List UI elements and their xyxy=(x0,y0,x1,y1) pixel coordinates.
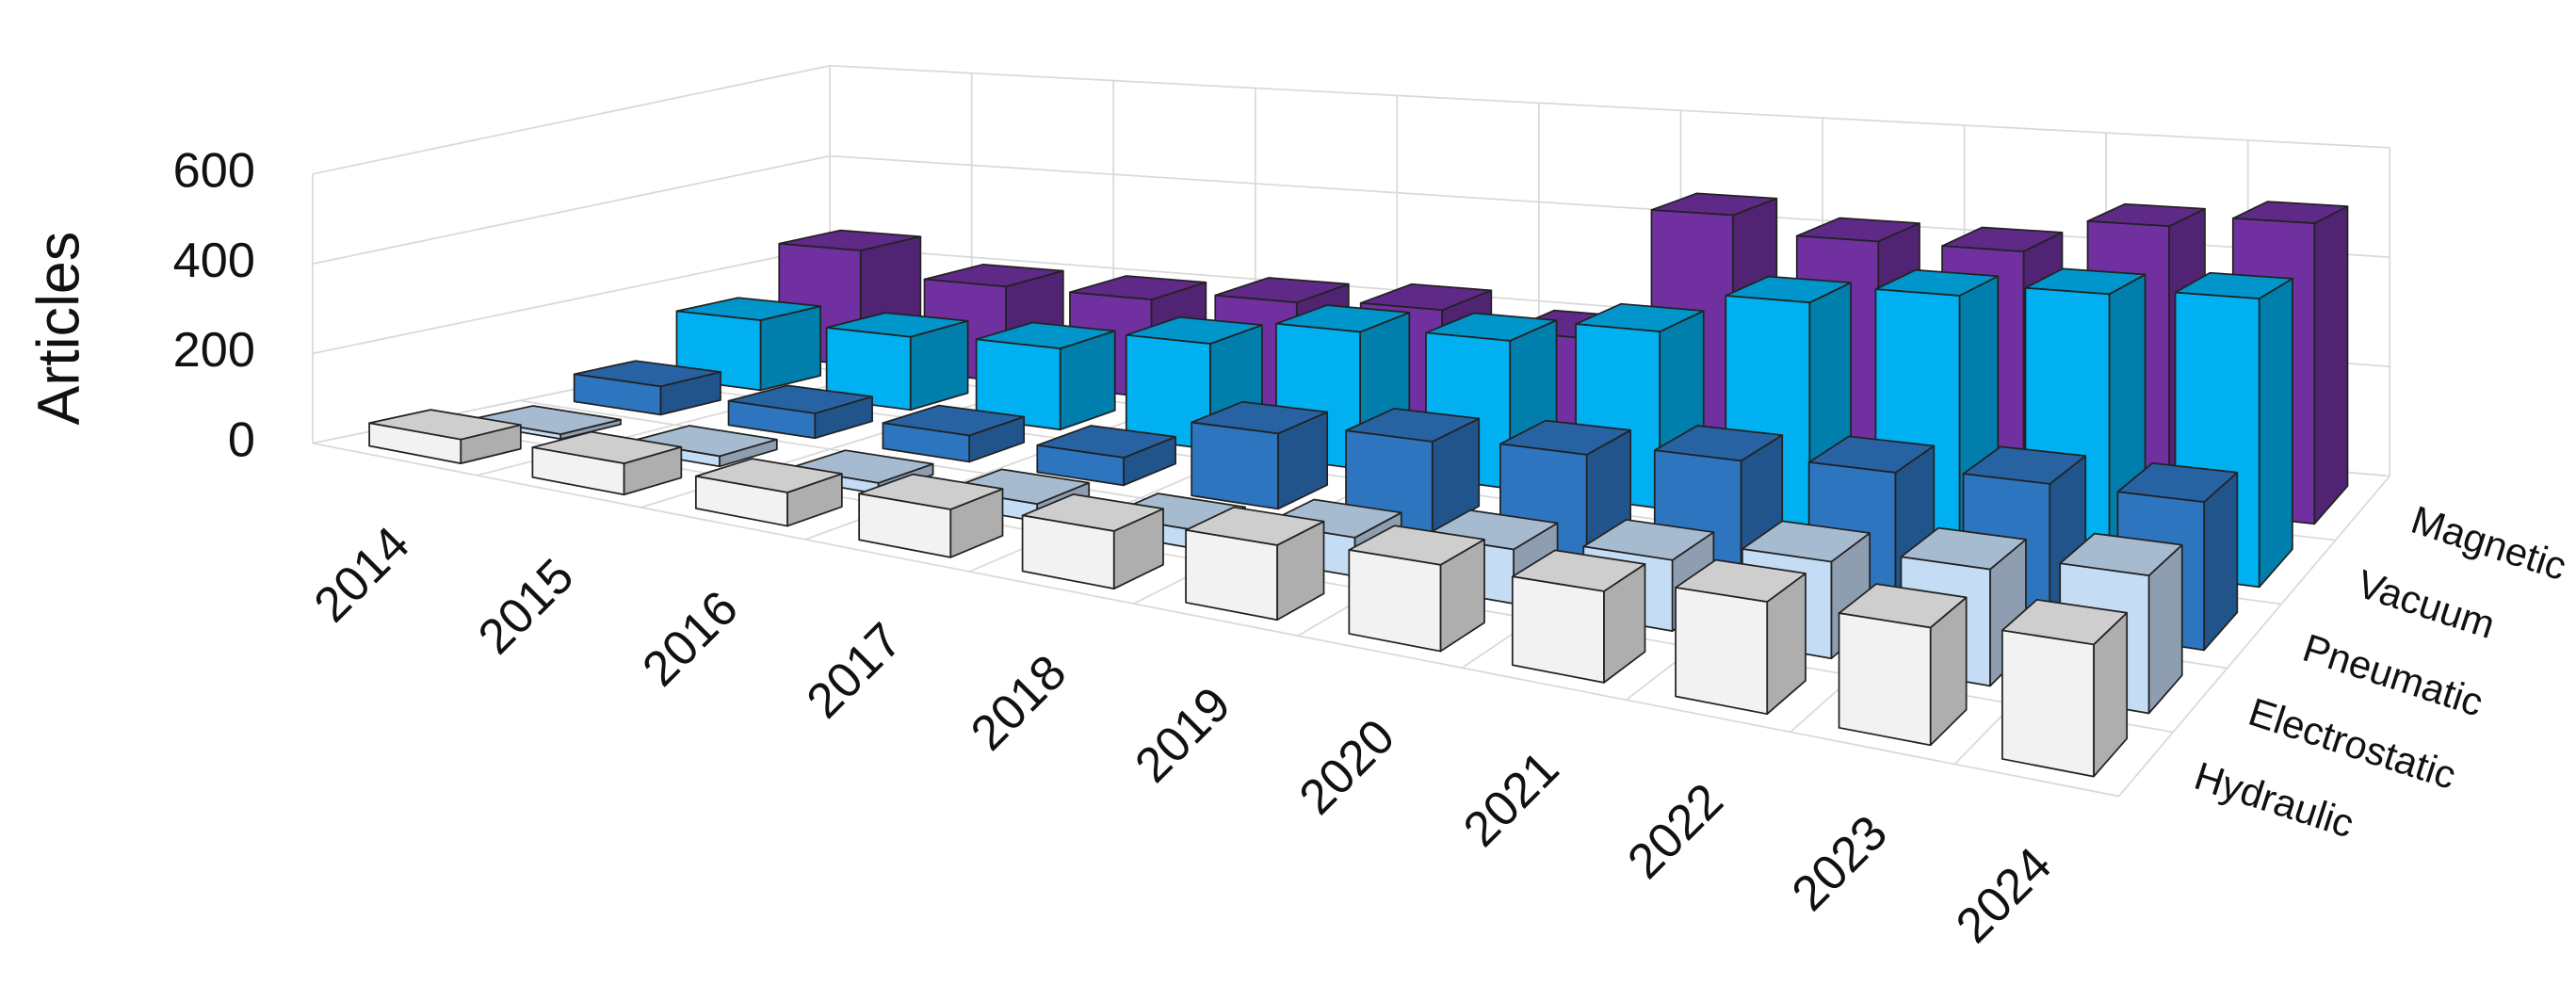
bar-front xyxy=(531,446,625,496)
bar-side xyxy=(2313,205,2349,525)
bar-front xyxy=(858,492,952,558)
floor-line xyxy=(2117,476,2390,798)
bar-front xyxy=(1021,514,1115,590)
bar xyxy=(825,312,969,412)
legend-label: Vacuum xyxy=(2352,561,2501,647)
bar-front xyxy=(1348,549,1442,653)
x-tick-label: 2021 xyxy=(1453,741,1569,857)
x-tick-label: 2014 xyxy=(304,517,420,633)
grid-line xyxy=(312,64,2390,175)
bar xyxy=(1511,549,1646,684)
x-tick-label: 2016 xyxy=(632,581,748,697)
x-tick-label: 2022 xyxy=(1617,773,1733,889)
bar-front xyxy=(1185,529,1278,622)
bar xyxy=(368,409,522,465)
x-tick-label: 2018 xyxy=(961,645,1077,761)
bar xyxy=(573,360,721,416)
bar xyxy=(1838,583,1968,747)
y-tick-label: 0 xyxy=(228,413,255,468)
bar-front xyxy=(1191,421,1279,510)
bar-front xyxy=(1036,444,1125,487)
x-tick-label: 2019 xyxy=(1125,677,1240,793)
bar-front xyxy=(825,327,912,412)
legend-label: Magnetic xyxy=(2406,497,2572,589)
bar-front xyxy=(727,399,817,440)
bar xyxy=(1021,493,1164,590)
bar-front xyxy=(1838,612,1932,747)
bar xyxy=(1191,400,1329,510)
bar xyxy=(1185,506,1325,622)
y-tick-label: 400 xyxy=(173,234,255,288)
bar-front xyxy=(1675,587,1769,716)
bar xyxy=(975,321,1116,431)
bar xyxy=(727,384,873,440)
x-tick-label: 2024 xyxy=(1946,837,2062,953)
floor-line xyxy=(312,442,2119,798)
y-axis-title: Articles xyxy=(26,232,92,426)
y-tick-label: 600 xyxy=(173,144,255,199)
x-tick-label: 2015 xyxy=(468,549,584,665)
bar-side xyxy=(2258,277,2293,589)
x-tick-label: 2017 xyxy=(797,613,913,729)
legend-label: Pneumatic xyxy=(2298,625,2488,725)
bar xyxy=(1036,425,1176,487)
x-tick-label: 2020 xyxy=(1289,709,1405,825)
bar-front xyxy=(368,422,462,465)
bar xyxy=(531,430,683,496)
bar xyxy=(858,473,1004,558)
bar-front xyxy=(1125,333,1211,451)
y-tick-label: 200 xyxy=(173,323,255,378)
bar xyxy=(694,458,843,527)
bar-front xyxy=(1511,575,1605,684)
bar xyxy=(1675,558,1806,716)
bar-front xyxy=(573,373,662,416)
bar-side xyxy=(2203,471,2239,652)
legend-label: Hydraulic xyxy=(2189,753,2358,847)
bar-front xyxy=(2001,629,2095,778)
bar xyxy=(1348,525,1485,653)
bar xyxy=(1575,302,1705,509)
bar-front xyxy=(975,338,1061,431)
bar xyxy=(2001,598,2129,778)
bar-front xyxy=(882,422,970,463)
bar-front xyxy=(694,475,788,527)
grid-line xyxy=(312,154,2390,266)
bar xyxy=(882,404,1026,463)
x-tick-label: 2023 xyxy=(1782,805,1898,921)
